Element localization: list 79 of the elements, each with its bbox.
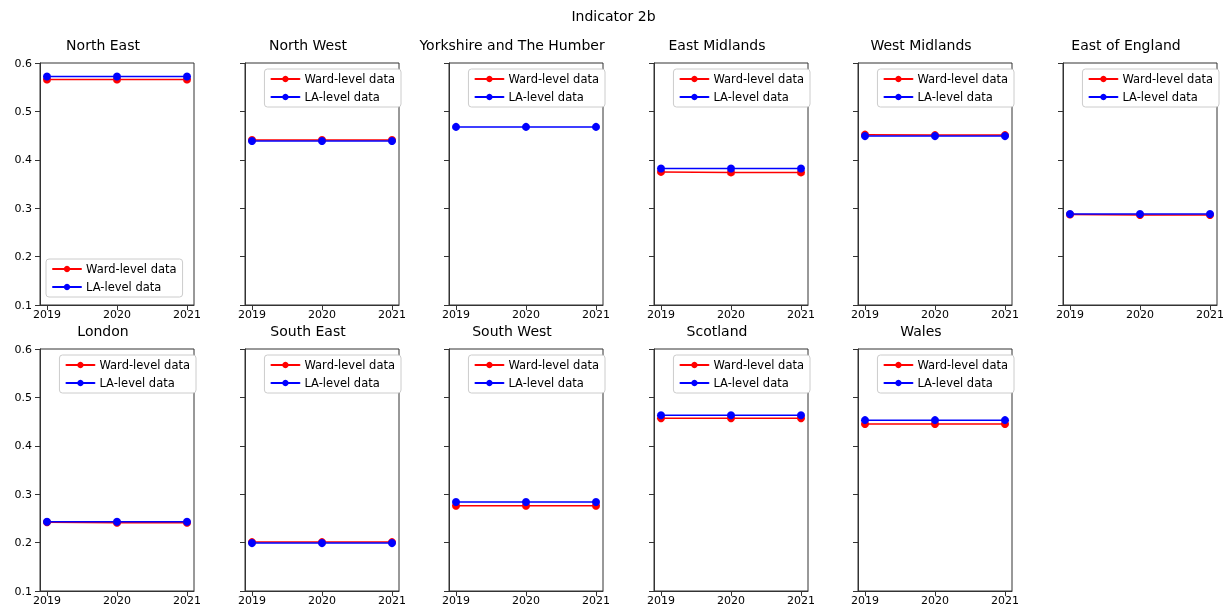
legend-label: LA-level data (304, 90, 380, 104)
chart-title: North East (66, 37, 141, 53)
x-tick-label: 2021 (786, 594, 815, 607)
chart-title: East of England (1071, 37, 1181, 53)
chart-title: South East (269, 323, 346, 339)
y-tick-label: 0.5 (14, 390, 32, 404)
legend-label: LA-level data (713, 376, 789, 390)
legend-label: LA-level data (99, 376, 175, 390)
chart-title: London (77, 323, 129, 339)
y-tick-label: 0.1 (14, 584, 32, 598)
y-tick-label: 0.2 (14, 536, 32, 550)
chart-title: North West (268, 37, 348, 53)
legend-label: Ward-level data (86, 262, 177, 276)
chart-title: Yorkshire and The Humber (418, 37, 606, 53)
x-tick-label: 2021 (173, 308, 201, 321)
legend-label: Ward-level data (713, 358, 804, 372)
chart-title: Wales (900, 323, 943, 339)
legend-label: LA-level data (508, 376, 584, 390)
chart-title: West Midlands (870, 37, 973, 53)
legend-label: Ward-level data (304, 72, 395, 86)
x-tick-label: 2021 (582, 594, 611, 607)
x-tick-label: 2020 (512, 594, 541, 607)
legend-label: Ward-level data (917, 358, 1009, 372)
x-tick-label: 2019 (33, 308, 61, 321)
x-tick-label: 2021 (1196, 308, 1224, 321)
x-tick-label: 2019 (646, 594, 675, 607)
x-tick-label: 2020 (103, 594, 131, 607)
legend-label: Ward-level data (99, 358, 190, 372)
legend-label: LA-level data (508, 90, 584, 104)
legend-label: Ward-level data (508, 358, 600, 372)
y-tick-label: 0.2 (14, 250, 32, 264)
legend-label: Ward-level data (713, 72, 804, 86)
x-tick-label: 2019 (237, 308, 266, 321)
x-tick-label: 2021 (786, 308, 815, 321)
x-tick-label: 2021 (173, 594, 201, 607)
x-tick-label: 2020 (921, 594, 950, 607)
x-tick-label: 2019 (851, 308, 880, 321)
chart-title: Scotland (686, 323, 748, 339)
text: Indicator 2b (570, 8, 657, 24)
x-tick-label: 2019 (33, 594, 61, 607)
y-tick-label: 0.5 (14, 104, 32, 118)
x-tick-label: 2020 (512, 308, 541, 321)
y-tick-label: 0.4 (14, 153, 32, 167)
legend-label: LA-level data (86, 280, 162, 294)
x-tick-label: 2021 (377, 308, 406, 321)
x-tick-label: 2020 (103, 308, 131, 321)
legend-label: LA-level data (1122, 90, 1198, 104)
y-tick-label: 0.1 (14, 298, 32, 312)
legend-label: Ward-level data (304, 358, 395, 372)
x-tick-label: 2020 (1126, 308, 1154, 321)
y-tick-label: 0.4 (14, 439, 32, 453)
x-tick-label: 2019 (1056, 308, 1084, 321)
x-tick-label: 2021 (377, 594, 406, 607)
legend-label: LA-level data (917, 376, 994, 390)
x-tick-label: 2020 (716, 594, 745, 607)
x-tick-label: 2020 (307, 308, 336, 321)
legend-label: Ward-level data (1122, 72, 1213, 86)
x-tick-label: 2019 (442, 308, 471, 321)
chart-title: East Midlands (668, 37, 766, 53)
x-tick-label: 2019 (237, 594, 266, 607)
y-tick-label: 0.6 (14, 56, 32, 70)
x-tick-label: 2021 (991, 594, 1020, 607)
y-tick-label: 0.6 (14, 342, 32, 356)
legend-label: Ward-level data (508, 72, 600, 86)
x-tick-label: 2019 (442, 594, 471, 607)
chart-title: South West (472, 323, 553, 339)
y-tick-label: 0.3 (14, 201, 32, 215)
x-tick-label: 2020 (716, 308, 745, 321)
y-tick-label: 0.3 (14, 487, 32, 501)
x-tick-label: 2020 (307, 594, 336, 607)
legend-label: Ward-level data (917, 72, 1009, 86)
x-tick-label: 2020 (921, 308, 950, 321)
x-tick-label: 2019 (851, 594, 880, 607)
legend-label: LA-level data (304, 376, 380, 390)
x-tick-label: 2021 (582, 308, 611, 321)
x-tick-label: 2019 (646, 308, 675, 321)
legend-label: LA-level data (713, 90, 789, 104)
legend-label: LA-level data (917, 90, 994, 104)
x-tick-label: 2021 (991, 308, 1020, 321)
